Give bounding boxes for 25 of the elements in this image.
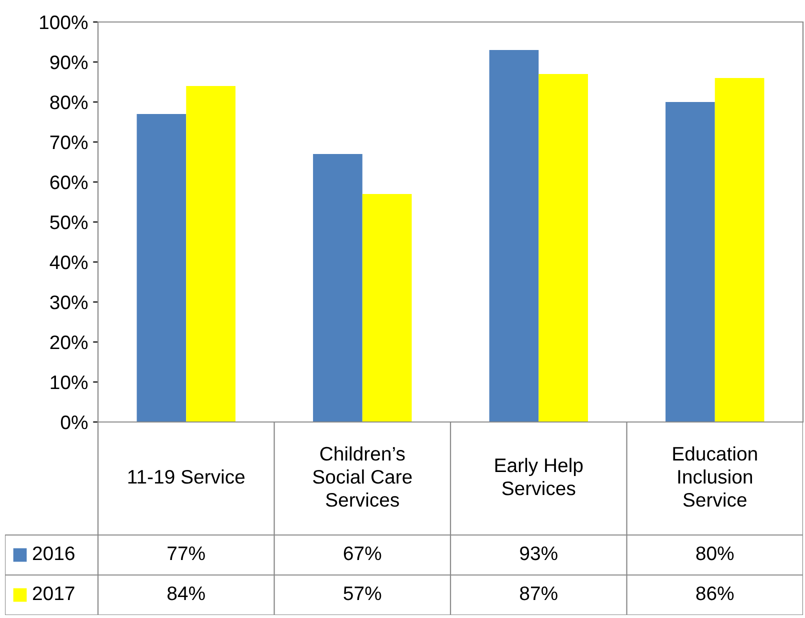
legend-label: 2016 <box>32 546 74 560</box>
data-label: 84% <box>168 586 205 600</box>
y-tick-label: 30% <box>50 295 88 310</box>
y-tick-label: 20% <box>50 335 88 350</box>
data-label: 87% <box>520 586 558 600</box>
data-label: 93% <box>520 546 558 560</box>
x-tick-label: Education Inclusion Service <box>673 446 757 507</box>
y-tick-label: 100% <box>40 15 88 30</box>
y-tick-label: 40% <box>50 255 88 270</box>
x-tick-label: 11-19 Service <box>128 469 245 484</box>
data-label: 67% <box>344 546 382 560</box>
y-tick-label: 70% <box>50 135 88 150</box>
x-tick-label: Children’s Social Care Services <box>313 446 412 507</box>
data-label: 86% <box>696 586 734 600</box>
legend-label: 2017 <box>32 586 74 600</box>
y-tick-label: 60% <box>50 175 88 190</box>
x-tick-label: Early Help Services <box>495 458 583 496</box>
y-tick-label: 0% <box>60 415 88 430</box>
y-tick-label: 80% <box>50 95 88 110</box>
data-label: 77% <box>168 546 205 560</box>
y-tick-label: 10% <box>50 375 88 390</box>
data-label: 57% <box>344 586 382 600</box>
y-tick-label: 90% <box>50 55 88 70</box>
y-tick-label: 50% <box>50 215 88 230</box>
data-label: 80% <box>696 546 734 560</box>
